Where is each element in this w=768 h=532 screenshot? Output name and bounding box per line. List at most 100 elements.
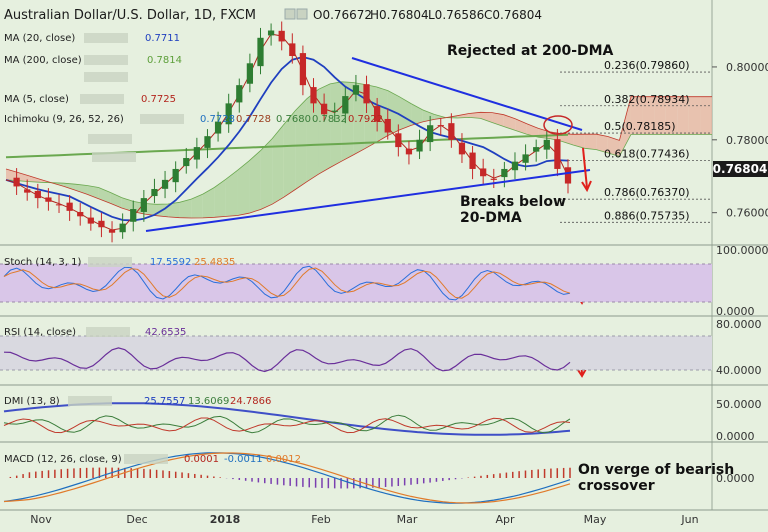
annotation-breaks-line2: 20-DMA (460, 210, 522, 226)
candle-body (151, 188, 158, 197)
cloud-segment (399, 96, 412, 130)
indicator-controls[interactable] (84, 33, 128, 43)
ma200-label: MA (200, close) (4, 55, 82, 66)
candle-body (66, 202, 73, 211)
rsi-tick-80: 80.0000 (716, 318, 762, 331)
ohlc-close: C0.76804 (484, 8, 542, 22)
annotation-rejected: Rejected at 200-DMA (447, 43, 614, 59)
macd-signal-value: 0.0012 (266, 454, 301, 465)
candle-body (564, 167, 572, 184)
cloud-segment (688, 96, 701, 135)
ma200-value: 0.7814 (147, 55, 182, 66)
fib-levels: 0.236(0.79860) 0.382(0.78934) 0.5(0.78185)… (560, 59, 712, 223)
candle-body (310, 87, 317, 104)
ichimoku-chikou: 0.7680 (276, 114, 311, 125)
dmi-controls[interactable] (68, 396, 112, 406)
cloud-segment (179, 199, 192, 218)
candle-body (363, 84, 370, 104)
cloud-segment (237, 160, 250, 216)
candle-body (236, 85, 243, 103)
fib-label: 0.886(0.75735) (604, 209, 690, 222)
last-price-label: 0.76804 (713, 162, 768, 176)
price-ticks: 0.80000 0.78000 0.76000 (712, 61, 768, 220)
dmi-label: DMI (13, 8) (4, 396, 60, 407)
bearish-arrow (581, 147, 592, 193)
macd-line-value: -0.0011 (224, 454, 263, 465)
cloud-segment (619, 96, 631, 157)
ichimoku-kijun: 0.7728 (236, 114, 271, 125)
time-axis-label: Feb (311, 513, 330, 526)
macd-controls[interactable] (124, 454, 168, 464)
cloud-segment (306, 89, 319, 182)
price-tick-label: 0.78000 (726, 134, 768, 147)
cloud-segment (584, 134, 597, 150)
candle-body (448, 123, 455, 140)
dmi-tick-50: 50.0000 (716, 398, 762, 411)
stoch-d-line (3, 267, 571, 299)
dmi-tick-0: 0.0000 (716, 430, 755, 443)
candle-body (183, 158, 190, 167)
cloud-segment (596, 134, 608, 153)
time-axis-label: May (584, 513, 607, 526)
indicator-controls[interactable] (88, 134, 136, 162)
ma5-value: 0.7725 (141, 94, 176, 105)
indicator-legend: MA (20, close) 0.7711 MA (200, close) 0.… (4, 33, 383, 162)
indicator-controls[interactable] (80, 94, 124, 104)
candle-body (554, 139, 561, 169)
cloud-segment (87, 185, 99, 199)
candle-body (98, 220, 105, 228)
price-tick-label: 0.76000 (726, 207, 768, 220)
candle-body (320, 103, 328, 115)
candle-body (193, 147, 200, 160)
price-axis[interactable] (712, 0, 768, 528)
ohlc-high: H0.76804 (370, 8, 429, 22)
ichimoku-senkou-b: 0.7922 (348, 114, 383, 125)
macd-tick-0: 0.0000 (716, 472, 755, 485)
cloud-segment (225, 170, 238, 217)
cloud-segment (573, 134, 585, 149)
cloud-segment (561, 133, 574, 145)
candle-body (501, 168, 508, 178)
candle-body (437, 125, 444, 127)
candle-body (161, 179, 169, 189)
rejection-circle (543, 115, 573, 135)
candle-body (352, 85, 360, 95)
rsi-controls[interactable] (86, 327, 130, 337)
stoch-tick-100: 100.0000 (716, 244, 768, 257)
stoch-controls[interactable] (88, 257, 132, 267)
fib-label: 0.5(0.78185) (604, 120, 676, 133)
last-price-tag (713, 161, 768, 177)
candle-body (416, 139, 423, 152)
candle-body (405, 148, 413, 155)
candlesticks (13, 21, 572, 243)
indicator-controls[interactable] (84, 55, 128, 65)
indicator-controls[interactable] (84, 72, 128, 82)
candle-body (77, 211, 84, 217)
ichimoku-senkou-a: 0.7832 (312, 114, 347, 125)
indicator-controls[interactable] (140, 114, 184, 124)
candle-body (225, 103, 232, 125)
fib-label: 0.786(0.76370) (604, 186, 690, 199)
header-buttons[interactable] (284, 8, 308, 20)
candle-body (34, 190, 41, 199)
ichimoku-tenkan: 0.7728 (200, 114, 235, 125)
cloud-segment (526, 123, 539, 138)
dmi-minus-value: 24.7866 (230, 396, 271, 407)
cloud-segment (168, 202, 180, 218)
candle-body (13, 177, 20, 187)
cloud-segment (144, 203, 157, 216)
panel-labels: Stoch (14, 3, 1) 17.5592 25.4835 RSI (14… (4, 257, 301, 465)
time-axis[interactable]: Nov Dec 2018 Feb Mar Apr May Jun (30, 513, 698, 526)
candle-body (427, 125, 434, 143)
rsi-line (3, 347, 571, 373)
candle-body (342, 96, 349, 114)
cloud-segment (411, 103, 423, 126)
dmi-plus-value: 13.6069 (188, 396, 229, 407)
candle-body (511, 161, 519, 171)
cloud-segment (260, 138, 273, 210)
candle-body (469, 152, 476, 169)
dmi-minus-line (3, 417, 571, 434)
candle-body (289, 43, 296, 57)
